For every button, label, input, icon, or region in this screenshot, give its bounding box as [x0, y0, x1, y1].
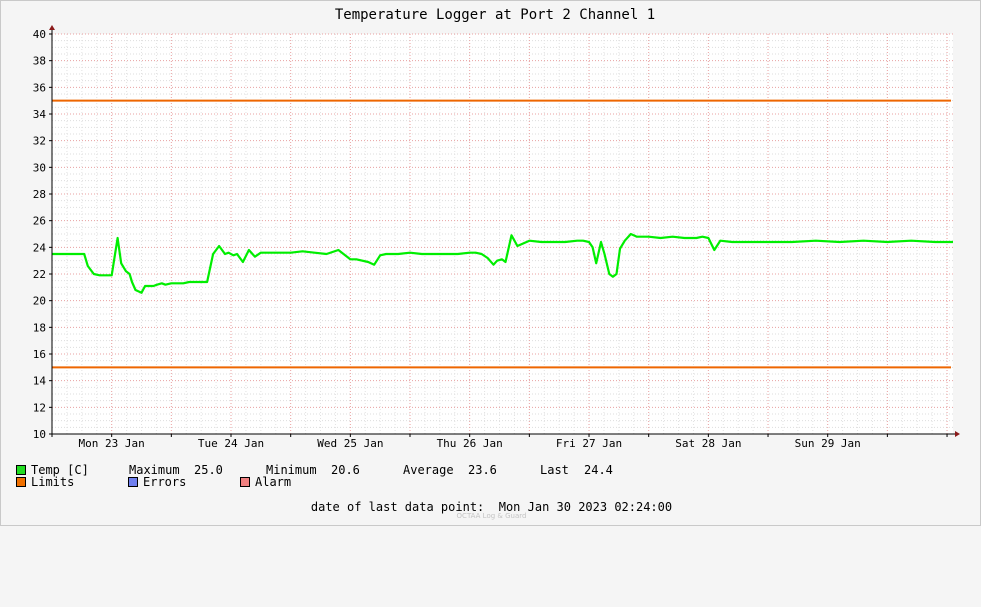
- x-tick-label: Fri 27 Jan: [556, 437, 622, 450]
- minimum-label: Minimum: [266, 463, 317, 477]
- y-tick-label: 14: [33, 375, 47, 388]
- y-tick-label: 40: [33, 28, 46, 41]
- series-group: [52, 232, 953, 294]
- limits-swatch-icon: [16, 477, 26, 487]
- x-tick-label: Tue 24 Jan: [198, 437, 264, 450]
- y-tick-label: 16: [33, 348, 46, 361]
- axes: [49, 25, 960, 437]
- y-tick-label: 12: [33, 401, 46, 414]
- last-label: Last: [540, 463, 569, 477]
- x-axis-arrow-icon: [955, 431, 960, 437]
- last-data-point-value: Mon Jan 30 2023 02:24:00: [498, 500, 673, 514]
- y-tick-label: 32: [33, 135, 46, 148]
- x-tick-label: Sat 28 Jan: [675, 437, 741, 450]
- y-tick-label: 34: [33, 108, 47, 121]
- x-tick-label: Sun 29 Jan: [795, 437, 861, 450]
- y-tick-label: 24: [33, 241, 47, 254]
- chart-title: Temperature Logger at Port 2 Channel 1: [335, 7, 655, 23]
- y-tick-label: 28: [33, 188, 46, 201]
- average-value: 23.6: [468, 463, 497, 477]
- x-tick-label: Wed 25 Jan: [317, 437, 383, 450]
- minimum-value: 20.6: [331, 463, 360, 477]
- maximum-value: 25.0: [194, 463, 223, 477]
- average-label: Average: [403, 463, 454, 477]
- y-tick-label: 26: [33, 215, 46, 228]
- errors-swatch-icon: [128, 477, 138, 487]
- x-tick-label: Mon 23 Jan: [79, 437, 145, 450]
- x-tick-label: Thu 26 Jan: [437, 437, 503, 450]
- last-value: 24.4: [584, 463, 613, 477]
- legend-limits: Limits: [16, 476, 74, 489]
- legend-errors-label: Errors: [143, 475, 187, 489]
- minor-grid: [52, 34, 953, 434]
- chart-frame: 10 12 14 16 18 20 22 24 26 28 30 32 34 36 38 40 Mon 23 …: [0, 0, 981, 526]
- last-data-point: date of last data point: Mon Jan 30 2023…: [1, 500, 981, 514]
- legend-errors: Errors: [128, 476, 186, 489]
- x-tick-labels: Mon 23 Jan Tue 24 Jan Wed 25 Jan Thu 26 Jan…: [51, 434, 948, 450]
- legend-temp-label: Temp [C]: [31, 463, 89, 477]
- y-tick-label: 36: [33, 81, 46, 94]
- last-data-point-label: date of last data point:: [310, 500, 485, 514]
- y-axis-arrow-icon: [49, 25, 55, 30]
- watermark: OCTAA Log & Guard: [456, 512, 527, 520]
- maximum-label: Maximum: [129, 463, 180, 477]
- y-tick-labels: 10 12 14 16 18 20 22 24 26 28 30 32 34 36 38 40: [33, 28, 52, 441]
- y-tick-label: 20: [33, 295, 46, 308]
- limit-lines: [52, 99, 951, 369]
- y-tick-label: 22: [33, 268, 46, 281]
- legend-limits-label: Limits: [31, 475, 75, 489]
- legend-temp: Temp [C]: [16, 464, 89, 477]
- legend-row-2: Limits Errors Alarm: [16, 476, 291, 489]
- legend-alarm-label: Alarm: [255, 475, 292, 489]
- y-tick-label: 38: [33, 55, 46, 68]
- legend-row-1: Temp [C] Maximum 25.0 Minimum 20.6 Avera…: [16, 464, 613, 477]
- temperature-chart: 10 12 14 16 18 20 22 24 26 28 30 32 34 36 38 40 Mon 23 …: [33, 7, 960, 450]
- legend-alarm: Alarm: [240, 476, 291, 489]
- y-tick-label: 30: [33, 161, 46, 174]
- temp-swatch-icon: [16, 465, 26, 475]
- y-tick-label: 10: [33, 428, 46, 441]
- temp-series-line: [52, 232, 953, 294]
- alarm-swatch-icon: [240, 477, 250, 487]
- y-tick-label: 18: [33, 321, 46, 334]
